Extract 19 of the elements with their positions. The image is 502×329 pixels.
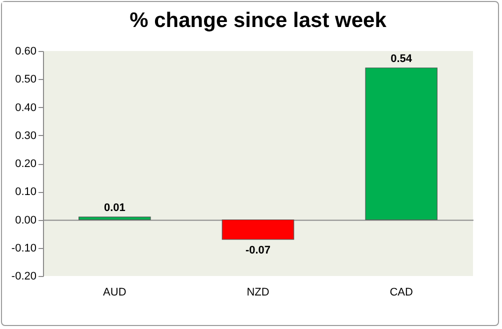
bar <box>222 219 294 240</box>
x-tick-label: NZD <box>246 286 270 298</box>
bar <box>78 216 151 220</box>
data-label: 0.01 <box>104 202 126 214</box>
data-label: -0.07 <box>245 244 271 256</box>
y-tick-label: 0.00 <box>15 214 36 226</box>
y-tick-label: -0.20 <box>11 270 36 282</box>
y-tick-label: 0.30 <box>15 130 36 142</box>
y-tick-label: -0.10 <box>11 242 36 254</box>
y-tick-label: 0.20 <box>15 158 36 170</box>
x-tick-label: AUD <box>103 286 126 298</box>
y-tick-label: 0.60 <box>15 46 36 58</box>
y-tick-label: 0.50 <box>15 74 36 86</box>
chart-title: % change since last week <box>130 9 387 32</box>
y-tick-label: 0.40 <box>15 102 36 114</box>
data-label: 0.54 <box>390 52 413 65</box>
y-tick-label: 0.10 <box>15 186 36 198</box>
bar <box>365 68 438 220</box>
x-tick-label: CAD <box>390 286 413 298</box>
